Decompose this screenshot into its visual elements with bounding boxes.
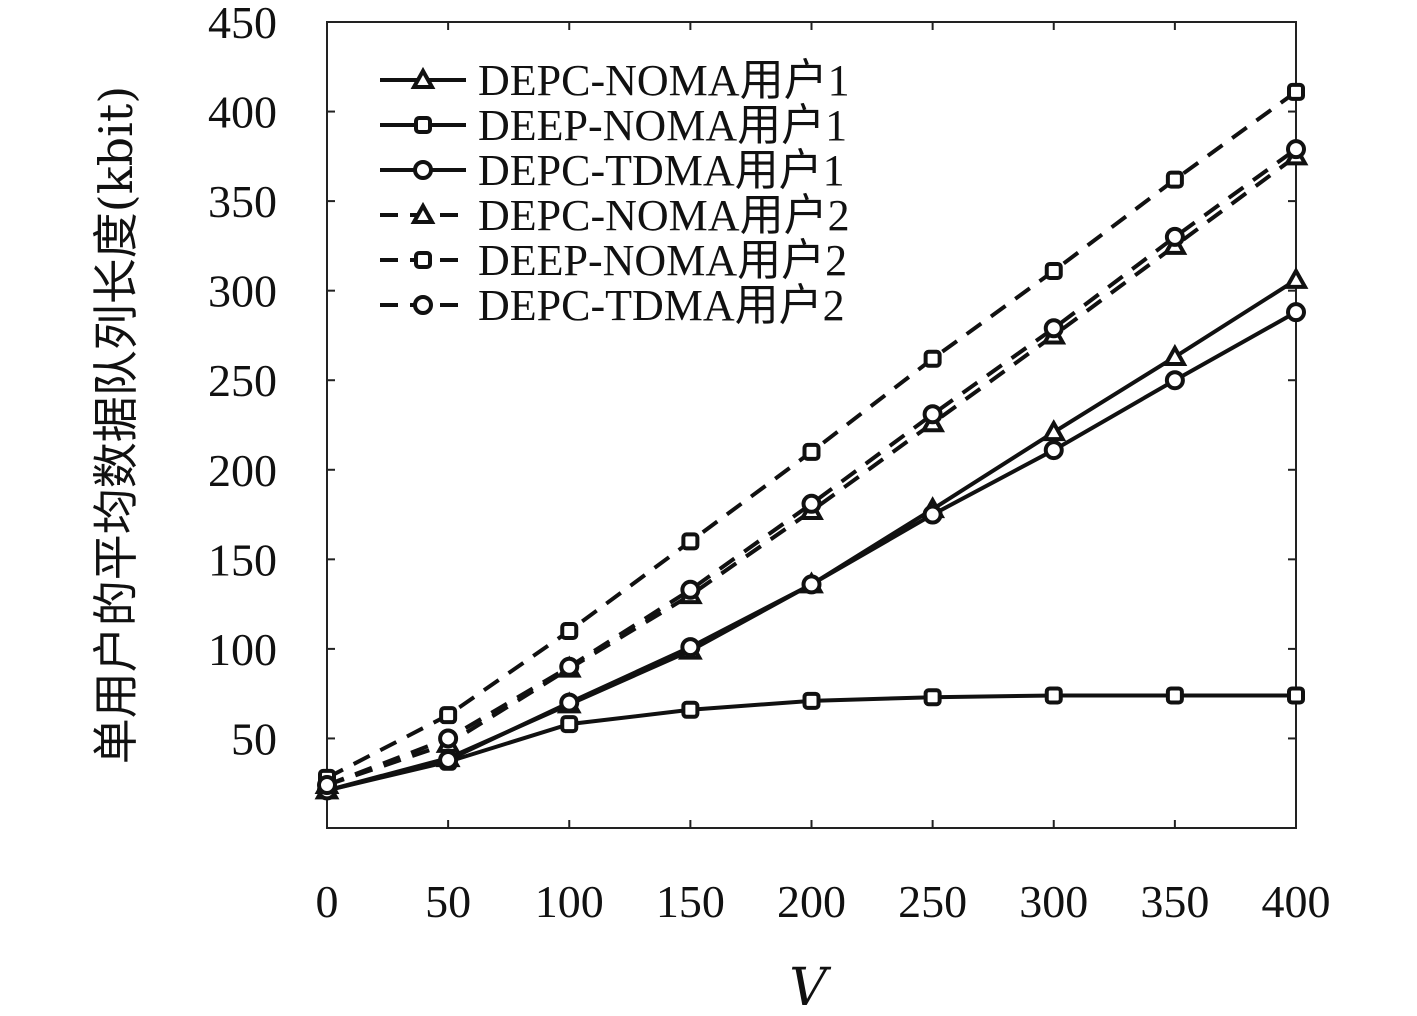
data-point <box>559 692 580 713</box>
data-point <box>923 688 942 707</box>
data-point <box>1287 686 1305 705</box>
y-axis-label: 单用户的平均数据队列长度(kbit) <box>89 86 143 764</box>
data-point <box>1286 302 1306 323</box>
series-3 <box>317 302 1306 801</box>
data-point <box>922 504 943 525</box>
data-point <box>438 749 459 770</box>
data-point <box>681 532 700 551</box>
y-tick-label: 150 <box>208 534 277 585</box>
data-point <box>680 637 701 658</box>
legend-marker <box>414 116 432 134</box>
data-point <box>559 656 580 677</box>
legend-item: DEPC-TDMA用户1 <box>380 146 845 195</box>
x-tick-label: 50 <box>425 876 471 927</box>
data-point <box>1165 170 1184 189</box>
series-line <box>326 310 1297 793</box>
data-point <box>438 728 459 749</box>
data-point <box>1043 440 1064 461</box>
data-point <box>1044 686 1063 705</box>
series-6 <box>317 139 1306 796</box>
data-point <box>680 579 701 600</box>
data-point <box>922 404 943 425</box>
legend-marker <box>413 295 433 315</box>
data-point <box>801 574 822 595</box>
legend-label: DEEP-NOMA用户2 <box>478 236 847 285</box>
x-tick-label: 150 <box>656 876 725 927</box>
x-tick-label: 300 <box>1019 876 1088 927</box>
data-point <box>1286 139 1306 160</box>
data-point <box>801 493 822 514</box>
data-point <box>681 700 700 719</box>
data-point <box>1283 266 1309 289</box>
x-tick-label: 100 <box>535 876 604 927</box>
data-point <box>439 706 458 725</box>
legend-marker <box>414 251 432 269</box>
data-point <box>1164 226 1185 247</box>
legend-label: DEEP-NOMA用户1 <box>478 101 847 150</box>
data-point <box>1041 419 1067 442</box>
y-tick-label: 50 <box>231 713 277 764</box>
series-2 <box>318 686 1305 800</box>
y-tick-label: 250 <box>208 355 277 406</box>
legend-marker <box>410 66 436 89</box>
x-axis-label: V <box>789 958 831 1016</box>
series-line <box>326 278 1298 793</box>
legend-item: DEPC-NOMA用户2 <box>380 191 850 240</box>
data-point <box>1044 261 1063 280</box>
x-tick-label: 0 <box>316 876 339 927</box>
y-tick-label: 450 <box>208 0 277 48</box>
data-point <box>560 621 579 640</box>
data-point <box>560 715 579 734</box>
data-point <box>1162 343 1188 366</box>
x-tick-label: 250 <box>898 876 967 927</box>
y-tick-label: 400 <box>208 87 277 138</box>
y-tick-label: 200 <box>208 445 277 496</box>
data-point <box>1164 370 1185 391</box>
legend-label: DEPC-TDMA用户2 <box>478 281 845 330</box>
y-tick-label: 300 <box>208 266 277 317</box>
x-tick-label: 350 <box>1140 876 1209 927</box>
legend-item: DEEP-NOMA用户2 <box>380 236 847 285</box>
legend-marker <box>410 201 436 224</box>
legend-item: DEPC-NOMA用户1 <box>380 56 850 105</box>
x-tick-label: 200 <box>777 876 846 927</box>
data-point <box>317 775 337 796</box>
series-5 <box>318 82 1305 787</box>
legend-item: DEEP-NOMA用户1 <box>380 101 847 150</box>
legend-label: DEPC-NOMA用户2 <box>478 191 850 240</box>
data-point <box>802 691 821 710</box>
data-point <box>1287 82 1305 101</box>
legend-label: DEPC-NOMA用户1 <box>478 56 850 105</box>
series-line <box>326 147 1298 787</box>
legend-marker <box>413 160 433 180</box>
data-point <box>923 349 942 368</box>
data-point <box>1043 318 1064 339</box>
y-tick-label: 100 <box>208 624 277 675</box>
data-point <box>802 442 821 461</box>
data-point <box>1165 686 1184 705</box>
legend-item: DEPC-TDMA用户2 <box>380 281 845 330</box>
y-tick-label: 350 <box>208 176 277 227</box>
x-tick-label: 400 <box>1262 876 1331 927</box>
series-1 <box>314 266 1309 800</box>
legend-label: DEPC-TDMA用户1 <box>478 146 845 195</box>
